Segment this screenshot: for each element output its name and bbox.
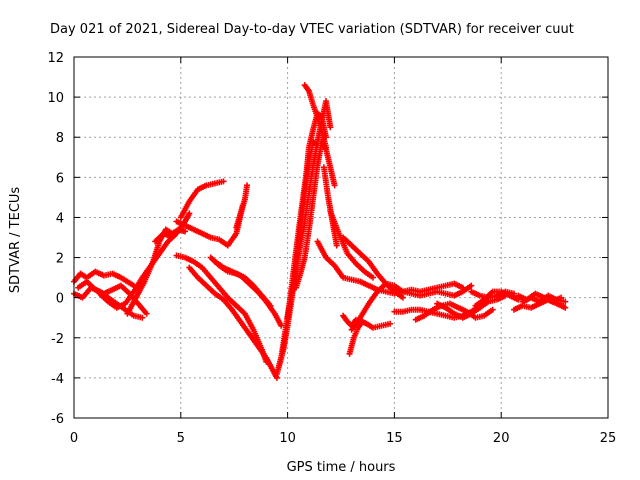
x-tick-label: 5 xyxy=(177,431,185,446)
plot-frame xyxy=(73,56,609,419)
x-tick-label: 15 xyxy=(386,431,403,446)
data-point xyxy=(331,182,338,189)
y-tick-label: 8 xyxy=(56,131,64,146)
data-point xyxy=(387,320,394,327)
y-tick-label: 0 xyxy=(56,292,64,307)
data-point xyxy=(139,314,146,321)
data-point xyxy=(327,124,334,131)
data-point xyxy=(399,294,406,301)
y-tick-label: -6 xyxy=(51,412,64,427)
x-axis-label: GPS time / hours xyxy=(287,460,396,475)
x-tick-label: 10 xyxy=(279,431,296,446)
y-tick-label: 4 xyxy=(56,211,64,226)
chart-title: Day 021 of 2021, Sidereal Day-to-day VTE… xyxy=(50,22,574,37)
y-tick-label: -2 xyxy=(51,332,64,347)
y-tick-label: 10 xyxy=(47,91,64,106)
y-tick-label: -4 xyxy=(51,372,64,387)
data-points xyxy=(71,82,569,381)
x-tick-label: 0 xyxy=(70,431,78,446)
data-point xyxy=(333,242,340,249)
y-axis-label: SDTVAR / TECUs xyxy=(8,187,23,294)
axis-ticks: 0 5 10 15 20 25 -6 -4 -2 0 2 4 6 8 10 12 xyxy=(47,51,616,446)
y-tick-label: 12 xyxy=(47,51,64,66)
data-point xyxy=(186,210,193,217)
y-tick-label: 6 xyxy=(56,171,64,186)
data-point xyxy=(220,178,227,185)
data-point xyxy=(562,298,569,305)
x-tick-label: 25 xyxy=(600,431,617,446)
data-point xyxy=(562,304,569,311)
data-point xyxy=(182,228,189,235)
data-point xyxy=(370,274,377,281)
data-point xyxy=(468,282,475,289)
data-point xyxy=(143,310,150,317)
data-point xyxy=(489,306,496,313)
grid-lines xyxy=(74,57,608,418)
y-tick-label: 2 xyxy=(56,252,64,267)
data-point xyxy=(244,182,251,189)
x-tick-label: 20 xyxy=(493,431,510,446)
